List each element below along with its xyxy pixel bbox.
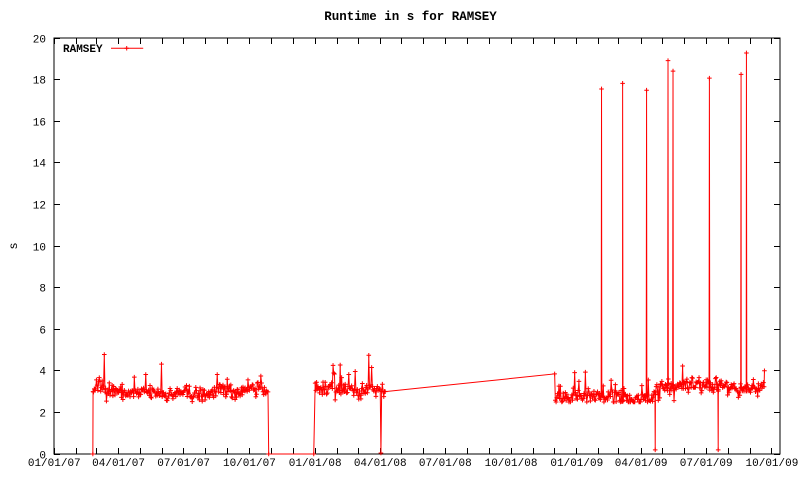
svg-text:16: 16 <box>33 118 46 130</box>
svg-text:14: 14 <box>33 159 47 171</box>
svg-text:10: 10 <box>33 243 46 255</box>
svg-text:01/01/07: 01/01/07 <box>28 458 81 470</box>
svg-text:01/01/08: 01/01/08 <box>289 458 342 470</box>
svg-text:0: 0 <box>39 451 46 463</box>
svg-text:10/01/07: 10/01/07 <box>223 458 276 470</box>
svg-text:RAMSEY: RAMSEY <box>63 44 103 56</box>
svg-text:18: 18 <box>33 76 46 88</box>
svg-text:8: 8 <box>39 284 46 296</box>
svg-text:04/01/09: 04/01/09 <box>615 458 668 470</box>
svg-text:6: 6 <box>39 326 46 338</box>
svg-text:s: s <box>7 242 21 249</box>
svg-text:01/01/09: 01/01/09 <box>550 458 603 470</box>
svg-text:07/01/07: 07/01/07 <box>157 458 210 470</box>
svg-text:07/01/08: 07/01/08 <box>419 458 472 470</box>
svg-text:07/01/09: 07/01/09 <box>680 458 733 470</box>
svg-text:10/01/09: 10/01/09 <box>746 458 799 470</box>
svg-text:20: 20 <box>33 35 46 47</box>
svg-text:04/01/07: 04/01/07 <box>92 458 145 470</box>
svg-text:04/01/08: 04/01/08 <box>354 458 407 470</box>
svg-text:4: 4 <box>39 367 46 379</box>
svg-text:10/01/08: 10/01/08 <box>485 458 538 470</box>
svg-text:2: 2 <box>39 409 46 421</box>
svg-text:12: 12 <box>33 201 46 213</box>
svg-text:Runtime in s for RAMSEY: Runtime in s for RAMSEY <box>324 10 497 24</box>
